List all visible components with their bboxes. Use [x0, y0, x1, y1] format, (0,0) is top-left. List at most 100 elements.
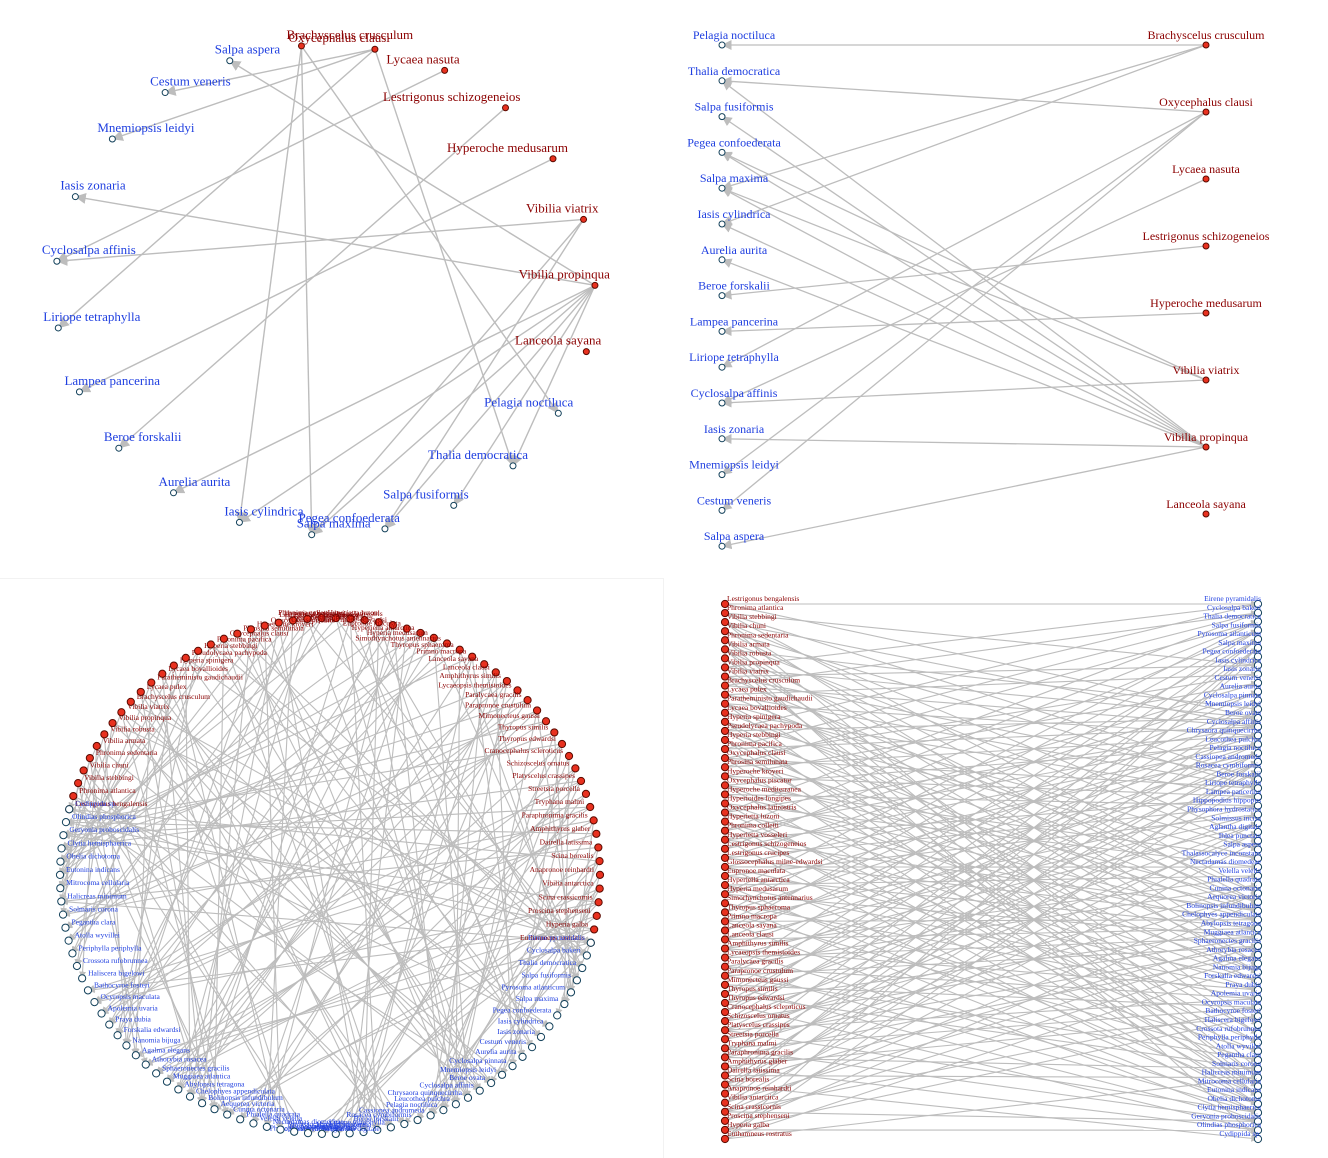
predation-edge: [568, 820, 595, 993]
predation-edge: [721, 178, 1207, 404]
predation-edge: [724, 648, 1259, 712]
predation-edge: [177, 743, 563, 1090]
prey-label-abylopsis-tetragona: Abylopsis tetragona: [184, 1079, 245, 1088]
predator-node: [720, 817, 730, 826]
prey-node: [508, 1061, 517, 1071]
prey-node: [1253, 766, 1263, 775]
prey-node: [1253, 924, 1263, 933]
prey-node: [1253, 634, 1263, 644]
predation-edge: [263, 620, 294, 1128]
prey-node: [161, 89, 169, 97]
predator-node: [416, 628, 425, 638]
predation-edge: [94, 901, 599, 1005]
prey-label-salpa-maxima: Salpa maxima: [516, 994, 559, 1003]
prey-node: [1253, 713, 1263, 723]
predator-node: [720, 726, 730, 736]
predation-edge: [724, 724, 1259, 814]
predator-node: [136, 687, 145, 697]
prey-node: [170, 489, 178, 497]
prey-label-thalia-democratica: Thalia democratica: [428, 447, 528, 462]
predation-edge: [61, 780, 582, 851]
predation-edge: [724, 995, 1259, 1031]
predator-label-hyperia-galba: Hyperia galba: [727, 1120, 770, 1129]
predation-edge: [155, 793, 587, 1074]
prey-label-cyclosalpa-affinis: Cyclosalpa affinis: [691, 386, 778, 400]
prey-node: [276, 1125, 285, 1134]
predator-label-dairella-latissima: Dairella latissima: [540, 837, 593, 846]
prey-label-pegantha-clara: Pegantha clara: [1217, 1050, 1262, 1059]
prey-label-iasis-zonaria: Iasis zonaria: [1223, 664, 1261, 673]
prey-node: [1253, 757, 1263, 766]
predation-edge: [78, 158, 554, 393]
prey-label-liriope-tetraphylla: Liriope tetraphylla: [329, 1117, 386, 1126]
prey-node: [1253, 687, 1263, 696]
predation-edge: [239, 780, 582, 1120]
predator-node: [85, 753, 94, 763]
predation-edge: [278, 622, 366, 1133]
prey-node: [303, 1129, 313, 1138]
predator-label-paraphronima-gracilis: Paraphronima gracilis: [522, 810, 588, 819]
predation-edge: [87, 833, 597, 992]
predator-node: [586, 802, 595, 812]
predation-edge: [724, 813, 1259, 1004]
predator-node: [233, 629, 242, 638]
predator-node: [720, 599, 730, 609]
prey-label-solmissus-incisa: Solmissus incisa: [280, 1124, 330, 1133]
predator-node: [429, 633, 438, 642]
prey-label-thalia-democratica: Thalia democratica: [519, 958, 577, 967]
predation-edge: [112, 722, 492, 1084]
predation-edge: [724, 1029, 1259, 1116]
prey-label-halicreas-minimum: Halicreas minimum: [67, 891, 127, 900]
prey-label-aequorea-victoria: Aequorea victoria: [220, 1099, 275, 1108]
predation-edge: [87, 928, 595, 994]
predator-node: [219, 634, 229, 643]
predation-edge: [721, 80, 1207, 448]
prey-label-forskalia-edwardsi: Forskalia edwardsi: [124, 1025, 181, 1034]
prey-node: [554, 409, 562, 417]
predation-edge: [57, 48, 376, 329]
predation-edge: [311, 284, 596, 536]
predation-edge: [724, 638, 1259, 995]
predator-node: [441, 66, 449, 74]
predation-edge: [306, 618, 481, 1092]
predator-label-hyperietta-luzoni: Hyperietta luzoni: [328, 608, 380, 617]
prey-node: [90, 998, 99, 1007]
predator-label-simorhynchotus-antennarius: Simorhynchotus antennarius: [727, 893, 813, 902]
prey-node: [113, 1031, 122, 1040]
predation-edge: [483, 664, 573, 993]
prey-node: [345, 1129, 354, 1138]
prey-label-chrysaora-quinquecirrha: Chrysaora quinquecirrha: [388, 1088, 463, 1097]
predator-node: [69, 791, 78, 801]
prey-label-iasis-zonaria: Iasis zonaria: [497, 1027, 535, 1036]
prey-label-obelia-dichotoma: Obelia dichotoma: [1207, 1094, 1261, 1103]
predator-node: [455, 645, 464, 654]
predator-node: [480, 660, 489, 669]
prey-label-ihlea-punctata: Ihlea punctata: [314, 1123, 357, 1132]
predator-label-primno-macropa: Primno macropa: [416, 647, 466, 656]
prey-node: [359, 1127, 368, 1137]
predator-label-paratheministo-gaudichaudii: Paratheministo gaudichaudii: [157, 673, 243, 682]
prey-label-agalma-elegans: Agalma elegans: [142, 1045, 190, 1054]
predator-label-brachyscelus-crusculum: Brachyscelus crusculum: [286, 27, 413, 42]
predation-edge: [72, 795, 228, 1115]
predator-node: [720, 890, 730, 899]
predator-label-lanceola-sayana: Lanceola sayana: [727, 920, 777, 929]
prey-label-chelophyes-appendiculata: Chelophyes appendiculata: [196, 1087, 276, 1096]
predation-edge: [140, 691, 217, 1110]
predator-node: [720, 744, 730, 754]
predator-label-vibilia-stebbingi: Vibilia stebbingi: [84, 773, 134, 782]
predation-edge: [187, 622, 280, 1097]
predator-node: [720, 881, 730, 890]
predator-label-vibilia-chuni: Vibilia chuni: [90, 760, 129, 769]
predation-edge: [335, 690, 519, 1135]
predator-node: [260, 621, 269, 630]
prey-node: [235, 518, 243, 526]
predator-label-oxycephalus-clausi: Oxycephalus clausi: [230, 629, 289, 638]
predator-label-hyperia-stebbingi: Hyperia stebbingi: [727, 730, 781, 739]
prey-node: [553, 1011, 562, 1020]
prey-label-salpa-maxima: Salpa maxima: [700, 171, 769, 185]
prey-label-liriope-tetraphylla: Liriope tetraphylla: [1205, 778, 1262, 787]
predator-node: [513, 686, 522, 695]
prey-node: [152, 1069, 161, 1078]
predator-node: [720, 1125, 730, 1135]
